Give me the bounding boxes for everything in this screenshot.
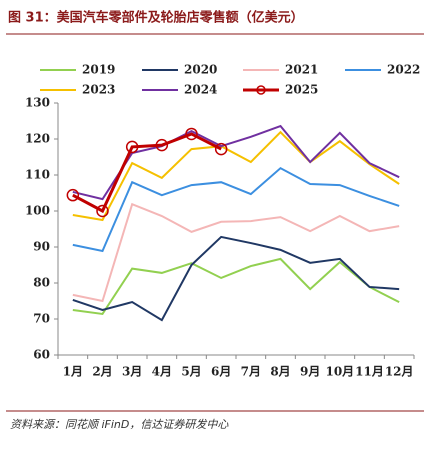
x-tick-label: 2月 [92, 365, 112, 379]
x-tick-label: 5月 [181, 365, 201, 379]
series-line [72, 235, 400, 322]
y-tick-label: 110 [25, 168, 50, 182]
point-marker [96, 204, 109, 218]
chart-title: 图 31：美国汽车零部件及轮胎店零售额（亿美元） [8, 10, 304, 26]
x-tick-label: 10月 [325, 365, 354, 379]
x-tick-label: 1月 [63, 365, 83, 379]
point-marker [214, 142, 228, 156]
point-marker [66, 188, 80, 202]
y-tick-label: 80 [33, 276, 50, 290]
series-line [72, 166, 400, 253]
x-tick-label: 6月 [211, 365, 231, 379]
legend-marker [256, 85, 266, 95]
y-tick-label: 70 [33, 312, 50, 326]
x-tick-label: 7月 [241, 365, 261, 379]
x-tick-label: 11月 [355, 365, 384, 379]
legend-label: 2022 [387, 63, 420, 77]
y-tick-label: 90 [33, 240, 50, 254]
y-tick-label: 100 [25, 204, 50, 218]
x-tick-label: 9月 [300, 365, 320, 379]
y-tick-label: 120 [25, 132, 50, 146]
x-tick-label: 12月 [385, 365, 414, 379]
legend-label: 2024 [184, 83, 217, 97]
legend-label: 2025 [285, 83, 318, 97]
legend-label: 2023 [82, 83, 115, 97]
point-marker [185, 127, 198, 141]
legend-label: 2020 [184, 63, 217, 77]
x-tick-label: 8月 [270, 365, 290, 379]
y-tick-label: 130 [25, 96, 50, 110]
legend-label: 2021 [285, 63, 318, 77]
series-line [72, 257, 400, 316]
x-tick-label: 4月 [152, 365, 172, 379]
point-marker [155, 138, 169, 152]
series-line [72, 132, 222, 214]
legend-label: 2019 [82, 63, 115, 77]
x-tick-label: 3月 [122, 365, 142, 379]
series-line [72, 130, 400, 222]
point-marker [125, 140, 139, 154]
y-tick-label: 60 [33, 348, 50, 362]
source: 资料来源：同花顺 iFinD，信达证券研发中心 [10, 418, 229, 431]
series-line [72, 202, 400, 303]
